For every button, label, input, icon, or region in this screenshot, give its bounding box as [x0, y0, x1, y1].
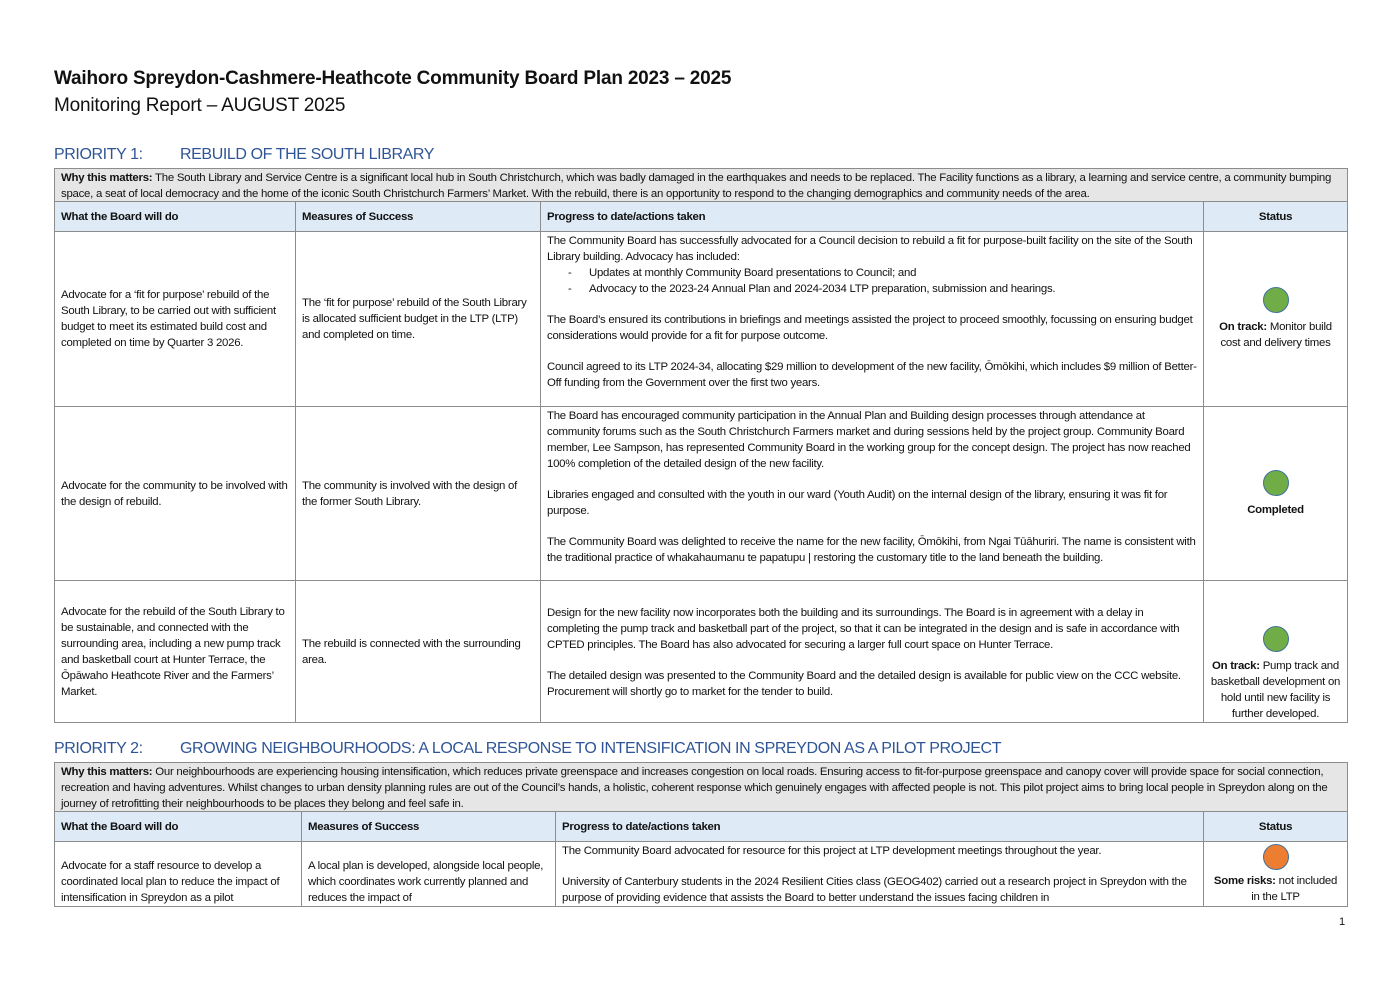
priority1-why-box: Why this matters: The South Library and … [54, 168, 1348, 203]
action-cell: Advocate for the community to be involve… [54, 406, 296, 581]
progress-paragraph: The Board’s ensured its contributions in… [547, 314, 1193, 342]
priority-number: PRIORITY 2: [54, 740, 143, 757]
col-header-measure: Measures of Success [295, 201, 541, 232]
status-cell: On track: Pump track and basketball deve… [1203, 580, 1348, 723]
priority1-table: What the Board will do Measures of Succe… [54, 201, 1348, 723]
progress-paragraph: The Community Board advocated for resour… [562, 845, 1102, 857]
priority1-heading: PRIORITY 1: REBUILD OF THE SOUTH LIBRARY [54, 146, 434, 164]
measure-cell: A local plan is developed, alongside loc… [301, 841, 556, 907]
table-row: Advocate for the rebuild of the South Li… [54, 580, 1348, 723]
status-label: On track: [1212, 660, 1260, 672]
progress-cell: Design for the new facility now incorpor… [540, 580, 1204, 723]
why-label: Why this matters: [61, 766, 153, 778]
status-green-circle-icon [1262, 469, 1289, 496]
status-orange-circle-icon [1262, 843, 1289, 870]
col-header-progress: Progress to date/actions taken [555, 811, 1204, 842]
table-row: Advocate for a ‘fit for purpose’ rebuild… [54, 231, 1348, 407]
status-label: On track: [1219, 321, 1267, 333]
progress-paragraph: Libraries engaged and consulted with the… [547, 489, 1168, 517]
measure-cell: The rebuild is connected with the surrou… [295, 580, 541, 723]
why-text: Our neighbourhoods are experiencing hous… [61, 766, 1328, 810]
status-green-circle-icon [1262, 626, 1289, 652]
status-text: Pump track and basketball development on… [1210, 660, 1341, 720]
col-header-progress: Progress to date/actions taken [540, 201, 1204, 232]
status-label: Completed [1247, 503, 1304, 516]
status-text: not included in the LTP [1251, 874, 1338, 903]
col-header-measure: Measures of Success [301, 811, 556, 842]
document-title: Waihoro Spreydon-Cashmere-Heathcote Comm… [54, 68, 732, 89]
document-subtitle: Monitoring Report – AUGUST 2025 [54, 95, 346, 116]
priority-title: REBUILD OF THE SOUTH LIBRARY [180, 146, 435, 163]
progress-paragraph: The detailed design was presented to the… [547, 669, 1181, 698]
col-header-status: Status [1203, 201, 1348, 232]
priority2-why-box: Why this matters: Our neighbourhoods are… [54, 762, 1348, 813]
action-cell: Advocate for a staff resource to develop… [54, 841, 302, 907]
status-cell: On track: Monitor build cost and deliver… [1203, 231, 1348, 407]
progress-paragraph: Design for the new facility now incorpor… [547, 606, 1180, 651]
priority-number: PRIORITY 1: [54, 146, 143, 163]
status-green-circle-icon [1262, 287, 1289, 313]
status-cell: Completed [1203, 406, 1348, 581]
progress-intro: The Community Board has successfully adv… [547, 235, 1193, 263]
progress-bullet: Advocacy to the 2023-24 Annual Plan and … [547, 281, 1197, 297]
table-header-row: What the Board will do Measures of Succe… [54, 811, 1348, 842]
page-number: 1 [1339, 916, 1346, 928]
progress-paragraph: University of Canterbury students in the… [562, 876, 1187, 904]
col-header-action: What the Board will do [54, 201, 296, 232]
measure-cell: The community is involved with the desig… [295, 406, 541, 581]
table-header-row: What the Board will do Measures of Succe… [54, 201, 1348, 232]
table-row: Advocate for the community to be involve… [54, 406, 1348, 581]
col-header-status: Status [1203, 811, 1348, 842]
why-label: Why this matters: [61, 172, 153, 184]
status-text: Monitor build cost and delivery times [1220, 321, 1332, 349]
why-text: The South Library and Service Centre is … [61, 172, 1332, 200]
priority2-table: What the Board will do Measures of Succe… [54, 811, 1348, 907]
status-label: Some risks: [1213, 874, 1276, 887]
progress-cell: The Board has encouraged community parti… [540, 406, 1204, 581]
progress-bullet: Updates at monthly Community Board prese… [547, 265, 1197, 281]
progress-paragraph: The Community Board was delighted to rec… [547, 536, 1196, 564]
measure-cell: The ‘fit for purpose’ rebuild of the Sou… [295, 231, 541, 407]
table-row: Advocate for a staff resource to develop… [54, 841, 1348, 907]
progress-paragraph: Council agreed to its LTP 2024-34, alloc… [547, 361, 1197, 389]
priority2-heading: PRIORITY 2: GROWING NEIGHBOURHOODS: A LOC… [54, 740, 1001, 758]
action-cell: Advocate for the rebuild of the South Li… [54, 580, 296, 723]
progress-cell: The Community Board has successfully adv… [540, 231, 1204, 407]
col-header-action: What the Board will do [54, 811, 302, 842]
priority-title: GROWING NEIGHBOURHOODS: A LOCAL RESPONSE… [180, 740, 1002, 757]
progress-bullets: Updates at monthly Community Board prese… [547, 265, 1197, 297]
progress-cell: The Community Board advocated for resour… [555, 841, 1204, 907]
progress-paragraph: The Board has encouraged community parti… [547, 410, 1191, 470]
action-cell: Advocate for a ‘fit for purpose’ rebuild… [54, 231, 296, 407]
status-cell: Some risks: not included in the LTP [1203, 841, 1348, 907]
